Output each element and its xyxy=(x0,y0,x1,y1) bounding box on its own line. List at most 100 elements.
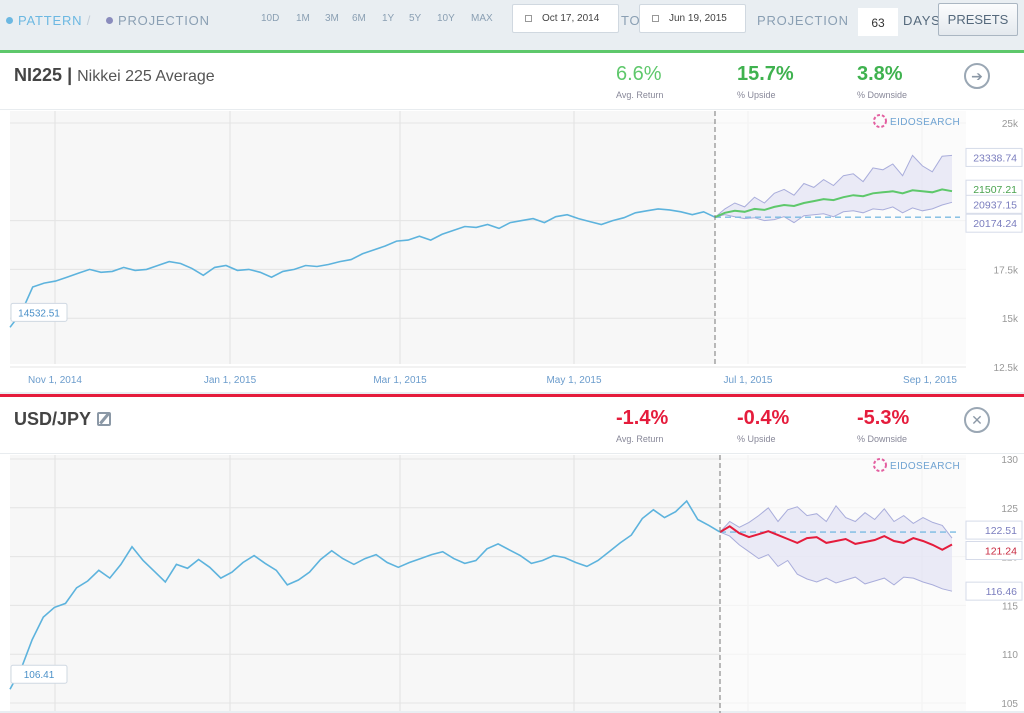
right-value-label: 116.46 xyxy=(986,586,1017,598)
projection-toggle[interactable]: PROJECTION xyxy=(106,13,210,28)
toolbar: PATTERN / PROJECTION 10D 1M 3M 6M 1Y 5Y … xyxy=(0,0,1024,48)
ticker-divider: | xyxy=(67,65,73,85)
right-value-label: 121.24 xyxy=(985,545,1017,557)
start-date-picker[interactable]: Oct 17, 2014 xyxy=(512,4,619,33)
pattern-toggle[interactable]: PATTERN / xyxy=(6,13,91,28)
start-label-box xyxy=(10,302,68,322)
panel-header: USD/JPY -1.4% Avg. Return -0.4% % Upside… xyxy=(0,397,1024,454)
avg-return-stat: 6.6% Avg. Return xyxy=(616,63,706,100)
upside-stat: 15.7% % Upside xyxy=(737,63,827,100)
y-tick-label: 25k xyxy=(1002,119,1019,130)
x-tick-label: Mar 1, 2015 xyxy=(373,375,427,386)
y-tick-label: 115 xyxy=(1002,601,1018,612)
right-value-label: 21507.21 xyxy=(973,184,1017,196)
y-tick-label: 110 xyxy=(1002,650,1018,661)
ticker-name: Nikkei 225 Average xyxy=(77,68,215,85)
right-value-label-box xyxy=(965,540,1023,560)
right-value-label: 23338.74 xyxy=(973,152,1017,164)
projection-lower-line xyxy=(714,201,953,224)
x-tick-label: Sep 1, 2015 xyxy=(903,375,957,386)
edit-icon[interactable] xyxy=(97,412,112,426)
avg-return-value: 6.6% xyxy=(616,63,662,85)
projection-label: PROJECTION xyxy=(118,13,210,28)
range-max[interactable]: MAX xyxy=(471,13,493,24)
nikkei-chart: 14532.51 EIDOSEARCH 25k 17.5k 15k 12.5k Nov 1,… xyxy=(9,111,1023,386)
y-tick-label: 105 xyxy=(1001,699,1018,710)
range-10d[interactable]: 10D xyxy=(261,13,280,24)
presets-button[interactable]: PRESETS xyxy=(938,3,1018,36)
upside-stat: -0.4% % Upside xyxy=(737,407,827,444)
downside-value: 3.8% xyxy=(857,63,903,85)
to-label: TO xyxy=(621,13,641,28)
projection-region xyxy=(715,111,966,364)
projection-band xyxy=(720,505,952,592)
start-label: 106.41 xyxy=(24,670,55,681)
projection-upper-line xyxy=(719,504,953,539)
x-tick-label: Nov 1, 2014 xyxy=(28,375,82,386)
usdjpy-panel: USD/JPY -1.4% Avg. Return -0.4% % Upside… xyxy=(0,394,1024,713)
end-date-picker[interactable]: Jun 19, 2015 xyxy=(639,4,746,33)
range-1m[interactable]: 1M xyxy=(296,13,310,24)
watermark: EIDOSEARCH xyxy=(890,461,960,472)
range-1y[interactable]: 1Y xyxy=(382,13,395,24)
upside-label: % Upside xyxy=(737,90,776,100)
y-tick-label: 130 xyxy=(1001,455,1018,466)
ticker-symbol: USD/JPY xyxy=(14,409,92,429)
usdjpy-chart: 106.41EIDOSEARCH130125120115110105122.51… xyxy=(9,455,1023,713)
calendar-icon xyxy=(525,15,532,22)
toolbar-separator: / xyxy=(86,13,92,28)
downside-stat: -5.3% % Downside xyxy=(857,407,947,444)
pattern-dot-icon xyxy=(6,17,13,24)
y-tick-label: 12.5k xyxy=(994,363,1019,374)
start-label-box xyxy=(10,664,68,684)
projection-days-input[interactable]: 63 xyxy=(858,8,898,36)
x-tick-label: Jan 1, 2015 xyxy=(204,375,257,386)
projection-mean-line xyxy=(714,188,953,219)
start-date-value: Oct 17, 2014 xyxy=(542,13,600,24)
avg-return-stat: -1.4% Avg. Return xyxy=(616,407,706,444)
projection-dot-icon xyxy=(106,17,113,24)
range-6m[interactable]: 6M xyxy=(352,13,366,24)
x-tick-label: May 1, 2015 xyxy=(546,375,601,386)
history-line xyxy=(9,208,716,328)
upside-value: -0.4% xyxy=(737,407,790,429)
y-tick-label: 17.5k xyxy=(994,265,1019,276)
right-value-label-box xyxy=(965,581,1023,601)
downside-value: -5.3% xyxy=(857,407,910,429)
days-label: DAYS xyxy=(903,13,941,28)
right-value-label-box xyxy=(965,213,1023,233)
downside-label: % Downside xyxy=(857,434,908,444)
share-arrow-icon[interactable]: ➔ xyxy=(964,63,990,89)
projection-lower-line xyxy=(719,531,953,592)
watermark: EIDOSEARCH xyxy=(890,117,960,128)
upside-value: 15.7% xyxy=(737,63,794,85)
calendar-icon xyxy=(652,15,659,22)
right-value-label: 20174.24 xyxy=(973,218,1017,230)
projection-days-label: PROJECTION xyxy=(757,13,849,28)
avg-return-label: Avg. Return xyxy=(616,434,664,444)
range-10y[interactable]: 10Y xyxy=(437,13,455,24)
pattern-label: PATTERN xyxy=(18,13,83,28)
y-tick-label: 125 xyxy=(1001,504,1018,515)
range-5y[interactable]: 5Y xyxy=(409,13,422,24)
ticker-symbol: NI225 xyxy=(14,65,63,85)
projection-mean-line xyxy=(719,525,953,551)
eidosearch-logo-icon xyxy=(873,114,887,128)
y-tick-label: 15k xyxy=(1002,314,1019,325)
panel-header: NI225 | Nikkei 225 Average 6.6% Avg. Ret… xyxy=(0,53,1024,110)
ticker-title: USD/JPY xyxy=(14,409,112,430)
eidosearch-logo-icon xyxy=(873,458,887,472)
start-label: 14532.51 xyxy=(18,308,60,319)
end-date-value: Jun 19, 2015 xyxy=(669,13,727,24)
projection-upper-line xyxy=(714,154,953,218)
range-3m[interactable]: 3M xyxy=(325,13,339,24)
downside-label: % Downside xyxy=(857,90,908,100)
right-value-label-box xyxy=(965,147,1023,167)
nikkei-panel: NI225 | Nikkei 225 Average 6.6% Avg. Ret… xyxy=(0,50,1024,392)
x-tick-label: Jul 1, 2015 xyxy=(724,375,773,386)
right-value-label-box xyxy=(965,194,1023,214)
right-value-label: 122.51 xyxy=(985,525,1017,537)
upside-label: % Upside xyxy=(737,434,776,444)
close-circle-icon[interactable]: ✕ xyxy=(964,407,990,433)
avg-return-label: Avg. Return xyxy=(616,90,664,100)
